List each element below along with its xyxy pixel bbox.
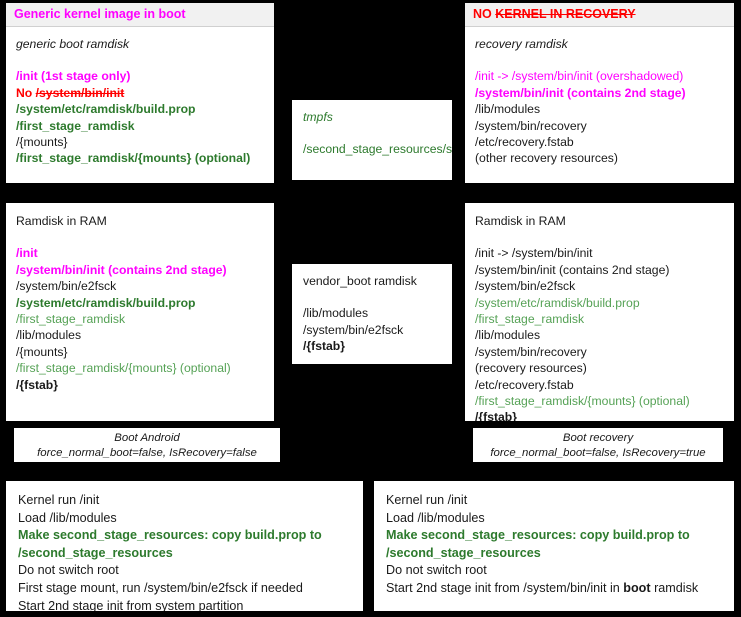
ram-left-line-fstab: /{fstab} bbox=[16, 377, 58, 392]
ram-right-line-init-2nd-stage: /system/bin/init (contains 2nd stage) bbox=[475, 262, 670, 277]
seq-right-line2: Load /lib/modules bbox=[386, 510, 485, 525]
boot-recovery-line1: Boot recovery bbox=[562, 432, 634, 444]
seq-left-line5: First stage mount, run /system/bin/e2fsc… bbox=[18, 580, 303, 595]
ramdisk-in-ram-boot-panel: Ramdisk in RAM /init /system/bin/init (c… bbox=[6, 203, 274, 421]
boot-sequence-recovery-panel: Kernel run /init Load /lib/modules Make … bbox=[374, 481, 734, 611]
gki-panel-title: Generic kernel image in boot bbox=[6, 3, 274, 27]
seq-right-line5c: ramdisk bbox=[650, 580, 699, 595]
boot-android-label: Boot Android force_normal_boot=false, Is… bbox=[14, 428, 280, 462]
tmpfs-spacer bbox=[303, 125, 443, 141]
gki-subtitle: generic boot ramdisk bbox=[16, 37, 130, 51]
boot-recovery-line2: force_normal_boot=false, IsRecovery=true bbox=[490, 446, 706, 459]
ram-right-title: Ramdisk in RAM bbox=[475, 214, 566, 228]
boot-recovery-label: Boot recovery force_normal_boot=false, I… bbox=[473, 428, 723, 462]
gki-spacer bbox=[16, 52, 264, 68]
seq-right-line4: Do not switch root bbox=[386, 563, 487, 578]
ram-left-line-first-stage-ramdisk: /first_stage_ramdisk bbox=[16, 312, 126, 327]
boot-android-line1: Boot Android bbox=[114, 432, 180, 444]
recovery-line-lib-modules: /lib/modules bbox=[475, 102, 541, 117]
gki-line-init: /init (1st stage only) bbox=[16, 69, 131, 84]
tmpfs-title: tmpfs bbox=[303, 110, 333, 124]
ram-left-line-buildprop: /system/etc/ramdisk/build.prop bbox=[16, 295, 196, 310]
recovery-title-prefix: NO bbox=[473, 7, 496, 21]
gki-line-no-system-bin-init: No /system/bin/init bbox=[16, 85, 264, 101]
ram-right-line-init-symlink: /init -> /system/bin/init bbox=[475, 246, 593, 261]
ram-right-line-bin-recovery: /system/bin/recovery bbox=[475, 344, 587, 359]
vendor-line-fstab: /{fstab} bbox=[303, 339, 345, 354]
vendor-boot-ramdisk-panel: vendor_boot ramdisk /lib/modules /system… bbox=[292, 264, 452, 364]
ram-left-line-first-stage-mounts: /first_stage_ramdisk/{mounts} (optional) bbox=[16, 361, 231, 376]
gki-line-first-stage-ramdisk: /first_stage_ramdisk bbox=[16, 118, 135, 133]
ram-left-title: Ramdisk in RAM bbox=[16, 214, 107, 228]
seq-right-line3a: Make second_stage_resources: copy build.… bbox=[386, 528, 690, 543]
tmpfs-line-second-stage-resources: /second_stage_resources/system/etc/ramdi… bbox=[303, 142, 452, 157]
seq-left-line2: Load /lib/modules bbox=[18, 510, 117, 525]
ram-left-spacer bbox=[16, 229, 264, 245]
generic-kernel-image-panel: Generic kernel image in boot generic boo… bbox=[6, 3, 274, 183]
recovery-spacer bbox=[475, 52, 724, 68]
recovery-title-struck: KERNEL IN RECOVERY bbox=[495, 7, 636, 21]
seq-left-line4: Do not switch root bbox=[18, 563, 119, 578]
ram-right-line-first-stage-mounts: /first_stage_ramdisk/{mounts} (optional) bbox=[475, 394, 690, 409]
ram-left-line-mounts: /{mounts} bbox=[16, 344, 68, 359]
ram-right-line-buildprop: /system/etc/ramdisk/build.prop bbox=[475, 295, 640, 310]
vendor-line-e2fsck: /system/bin/e2fsck bbox=[303, 322, 404, 337]
no-kernel-in-recovery-panel: NO KERNEL IN RECOVERY recovery ramdisk /… bbox=[465, 3, 734, 183]
ram-left-line-init-2nd-stage: /system/bin/init (contains 2nd stage) bbox=[16, 262, 227, 277]
seq-left-line3b: /second_stage_resources bbox=[18, 545, 173, 560]
recovery-subtitle: recovery ramdisk bbox=[475, 37, 568, 51]
ram-right-line-recovery-resources: (recovery resources) bbox=[475, 361, 587, 376]
ram-left-line-lib-modules: /lib/modules bbox=[16, 328, 82, 343]
recovery-line-bin-recovery: /system/bin/recovery bbox=[475, 118, 587, 133]
recovery-line-init-symlink: /init -> /system/bin/init (overshadowed) bbox=[475, 69, 684, 84]
gki-struck-path: /system/bin/init bbox=[35, 85, 125, 100]
ram-right-line-e2fsck: /system/bin/e2fsck bbox=[475, 279, 576, 294]
ram-right-line-fstab: /{fstab} bbox=[475, 410, 517, 421]
recovery-line-recovery-fstab: /etc/recovery.fstab bbox=[475, 135, 574, 150]
boot-sequence-android-panel: Kernel run /init Load /lib/modules Make … bbox=[6, 481, 363, 611]
ramdisk-in-ram-recovery-panel: Ramdisk in RAM /init -> /system/bin/init… bbox=[465, 203, 734, 421]
recovery-line-init-2nd-stage: /system/bin/init (contains 2nd stage) bbox=[475, 85, 686, 100]
ram-right-line-first-stage-ramdisk: /first_stage_ramdisk bbox=[475, 312, 585, 327]
gki-line-buildprop: /system/etc/ramdisk/build.prop bbox=[16, 102, 196, 117]
gki-no-prefix: No bbox=[16, 85, 36, 100]
seq-right-line3b: /second_stage_resources bbox=[386, 545, 541, 560]
ram-left-line-e2fsck: /system/bin/e2fsck bbox=[16, 279, 117, 294]
seq-right-line5a: Start 2nd stage init from /system/bin/in… bbox=[386, 580, 624, 595]
gki-line-first-stage-mounts: /first_stage_ramdisk/{mounts} (optional) bbox=[16, 151, 251, 166]
seq-left-line1: Kernel run /init bbox=[18, 493, 100, 507]
vendor-spacer bbox=[303, 289, 443, 305]
ram-left-line-init: /init bbox=[16, 246, 38, 261]
vendor-line-lib-modules: /lib/modules bbox=[303, 306, 369, 321]
seq-right-line5: Start 2nd stage init from /system/bin/in… bbox=[386, 580, 724, 598]
seq-right-line5-boot-emphasis: boot bbox=[623, 580, 651, 595]
seq-left-line3a: Make second_stage_resources: copy build.… bbox=[18, 528, 322, 543]
seq-left-line6: Start 2nd stage init from system partiti… bbox=[18, 598, 244, 611]
ram-right-line-recovery-fstab: /etc/recovery.fstab bbox=[475, 377, 574, 392]
recovery-line-other-resources: (other recovery resources) bbox=[475, 151, 618, 166]
ram-right-line-lib-modules: /lib/modules bbox=[475, 328, 541, 343]
ram-right-spacer bbox=[475, 229, 724, 245]
gki-line-mounts: /{mounts} bbox=[16, 135, 68, 150]
tmpfs-panel: tmpfs /second_stage_resources/system/etc… bbox=[292, 100, 452, 180]
boot-android-line2: force_normal_boot=false, IsRecovery=fals… bbox=[37, 446, 257, 459]
seq-right-line1: Kernel run /init bbox=[386, 493, 468, 507]
recovery-panel-title: NO KERNEL IN RECOVERY bbox=[465, 3, 734, 27]
vendor-title: vendor_boot ramdisk bbox=[303, 274, 417, 288]
